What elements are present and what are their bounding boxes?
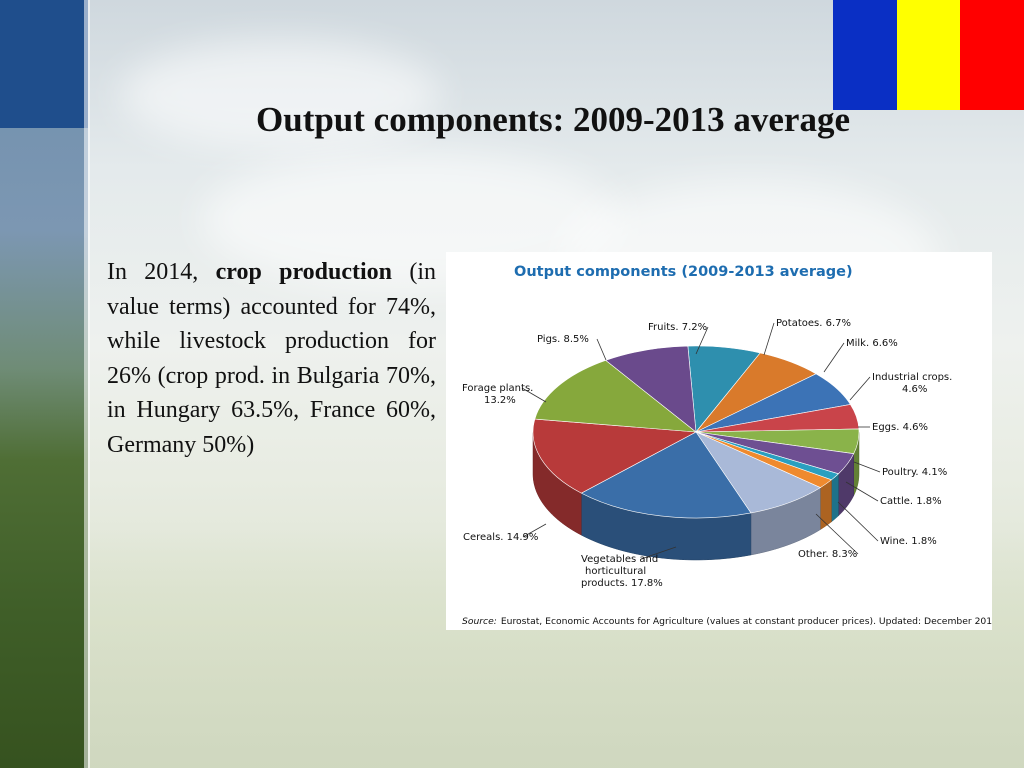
leader-line — [695, 326, 709, 355]
slice-label: Wine. 1.8% — [880, 536, 937, 547]
leader-line — [763, 322, 775, 356]
slice-label: Potatoes. 6.7% — [776, 318, 851, 329]
slice-label: Other. 8.3% — [798, 549, 857, 560]
paragraph-intro: In 2014, — [107, 259, 199, 285]
leader-line — [640, 546, 677, 560]
romania-flag — [833, 0, 1024, 110]
leader-line — [596, 338, 607, 361]
leader-line — [815, 513, 859, 555]
slice-label: Industrial crops. 4.6% — [872, 372, 952, 395]
pie-slice-side — [820, 479, 832, 531]
pie-chart-svg: Output components (2009-2013 average) Fr… — [462, 264, 992, 627]
slice-label: Pigs. 8.5% — [537, 334, 589, 345]
leader-line — [521, 387, 547, 403]
leader-line — [849, 376, 871, 401]
slice-label: Cereals. 14.9% — [463, 532, 538, 543]
pie-slice — [605, 345, 697, 433]
slice-label: Vegetables and horticultural products. 17.… — [581, 554, 663, 589]
pie-slice — [580, 431, 752, 519]
paragraph-bold: crop production — [215, 259, 393, 285]
flag-stripe-blue — [833, 0, 897, 110]
slice-label: Milk. 6.6% — [846, 338, 898, 349]
chart-title: Output components (2009-2013 average) — [514, 264, 853, 280]
leader-line — [845, 481, 879, 502]
chart-source: Source: Eurostat, Economic Accounts for A… — [462, 616, 992, 627]
chart-panel: Output components (2009-2013 average) Fr… — [446, 252, 992, 630]
slice-label: Eggs. 4.6% — [872, 422, 928, 433]
left-decorative-strip — [0, 0, 88, 768]
left-strip-header — [0, 0, 88, 128]
pie-slice — [532, 418, 698, 494]
slice-label: Poultry. 4.1% — [882, 467, 947, 478]
leader-line — [853, 461, 881, 473]
leader-line — [837, 501, 879, 542]
flag-stripe-red — [960, 0, 1024, 110]
slice-label: Fruits. 7.2% — [648, 322, 707, 333]
slice-label: Forage plants. 13.2% — [462, 383, 533, 406]
flag-stripe-yellow — [896, 0, 961, 110]
slice-label: Cattle. 1.8% — [880, 496, 942, 507]
pie-slice-side — [831, 473, 839, 523]
body-paragraph: In 2014, crop production (in value terms… — [107, 255, 436, 462]
left-strip-edge — [84, 0, 90, 768]
pie-slice — [534, 360, 697, 433]
pie-slice — [695, 431, 821, 514]
leader-line — [522, 523, 547, 538]
paragraph-rest: (in value terms) accounted for 74%, whil… — [107, 259, 436, 458]
slide-title: Output components: 2009-2013 average — [256, 100, 850, 139]
leader-line — [823, 342, 845, 373]
